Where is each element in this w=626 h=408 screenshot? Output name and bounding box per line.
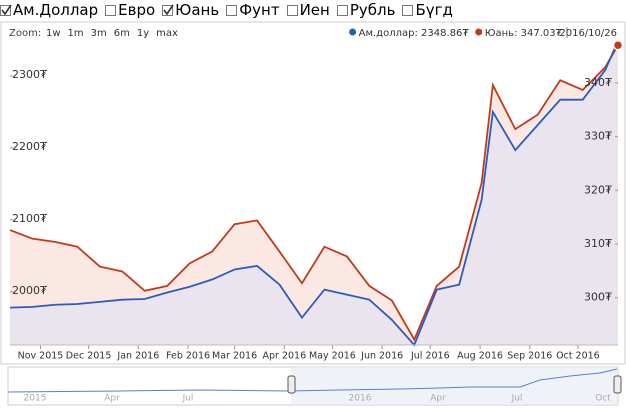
- navigator-label: Oct: [595, 394, 611, 404]
- option-label: Юань: [175, 1, 220, 19]
- checkbox[interactable]: [226, 4, 238, 16]
- navigator: [7, 366, 622, 406]
- y-tick-label: 2000₮: [12, 284, 47, 297]
- zoom-button[interactable]: 6m: [114, 28, 130, 39]
- y2-tick-label: 300₮: [584, 291, 612, 304]
- checkbox[interactable]: [286, 4, 298, 16]
- zoom-button[interactable]: 1m: [68, 28, 84, 39]
- x-tick-label: Jul 2016: [410, 351, 450, 362]
- navigator-label: Apr: [430, 394, 446, 404]
- legend-label: Ам.доллар: 2348.86₮: [359, 28, 470, 39]
- series-line: [9, 40, 619, 347]
- navigator-handle[interactable]: [287, 375, 296, 394]
- currency-option[interactable]: Ам.Доллар: [0, 1, 98, 19]
- checkbox[interactable]: [402, 4, 414, 16]
- x-tick-label: Mar 2016: [212, 351, 257, 362]
- option-label: Рубль: [349, 1, 396, 19]
- checkmark: [163, 4, 174, 15]
- x-tick-label: Jan 2016: [116, 351, 159, 362]
- x-tick-label: Sep 2016: [507, 351, 552, 362]
- series-line: [9, 44, 619, 342]
- x-tick-label: Feb 2016: [166, 351, 210, 362]
- navigator-label: Jul: [182, 394, 194, 404]
- zoom-button[interactable]: 1y: [137, 28, 149, 39]
- x-tick-label: Jun 2016: [360, 351, 403, 362]
- currency-option[interactable]: Евро: [105, 1, 155, 19]
- option-label: Евро: [118, 1, 156, 19]
- currency-option[interactable]: Иен: [286, 1, 330, 19]
- legend-marker: [475, 28, 483, 36]
- x-tick-label: Nov 2015: [18, 351, 64, 362]
- navigator-handle[interactable]: [613, 375, 622, 394]
- y2-tick-label: 310₮: [584, 237, 612, 250]
- option-label: Фунт: [239, 1, 280, 19]
- navigator-selection: [291, 367, 618, 405]
- y-tick-label: 2100₮: [12, 212, 47, 225]
- option-label: Ам.Доллар: [13, 1, 99, 19]
- legend-marker: [349, 28, 357, 36]
- navigator-label: Apr: [104, 394, 120, 404]
- option-label: Иен: [299, 1, 330, 19]
- x-tick-label: Dec 2015: [66, 351, 112, 362]
- x-tick-label: Aug 2016: [457, 351, 503, 362]
- currency-option[interactable]: Рубль: [336, 1, 396, 19]
- x-tick-label: Apr 2016: [263, 351, 307, 362]
- zoom-label: Zoom:: [9, 28, 41, 39]
- y-tick-label: 2300₮: [12, 68, 47, 81]
- zoom-button[interactable]: 1w: [46, 28, 61, 39]
- y2-tick-label: 330₮: [584, 130, 612, 143]
- navigator-label: 2015: [24, 394, 47, 404]
- y2-tick-label: 340₮: [584, 76, 612, 89]
- navigator-label: Jul: [511, 394, 523, 404]
- legend-label: Юань: 347.03₮: [485, 28, 563, 39]
- option-label: Бүгд: [415, 1, 453, 19]
- currency-option[interactable]: Юань: [162, 1, 219, 19]
- checkbox[interactable]: [336, 4, 348, 16]
- checkbox[interactable]: [162, 4, 174, 16]
- legend-date: 2016/10/26: [559, 28, 617, 39]
- navigator-label: 2016: [349, 394, 372, 404]
- currency-option[interactable]: Фунт: [226, 1, 280, 19]
- y-tick-label: 2200₮: [12, 140, 47, 153]
- series-area: [10, 40, 618, 346]
- currency-selector: Ам.Доллар Евро Юань Фунт Иен Рубль Бүгд: [0, 0, 453, 20]
- currency-option[interactable]: Бүгд: [402, 1, 453, 19]
- zoom-button[interactable]: max: [156, 28, 178, 39]
- x-tick-label: May 2016: [309, 351, 356, 362]
- navigator-line: [7, 368, 618, 393]
- checkmark: [1, 4, 12, 15]
- zoom-button[interactable]: 3m: [91, 28, 107, 39]
- checkbox[interactable]: [0, 4, 12, 16]
- x-tick-label: Oct 2016: [556, 351, 600, 362]
- y2-tick-label: 320₮: [584, 183, 612, 196]
- end-marker: [612, 39, 624, 51]
- chart-frame: [0, 21, 626, 365]
- checkbox[interactable]: [105, 4, 117, 16]
